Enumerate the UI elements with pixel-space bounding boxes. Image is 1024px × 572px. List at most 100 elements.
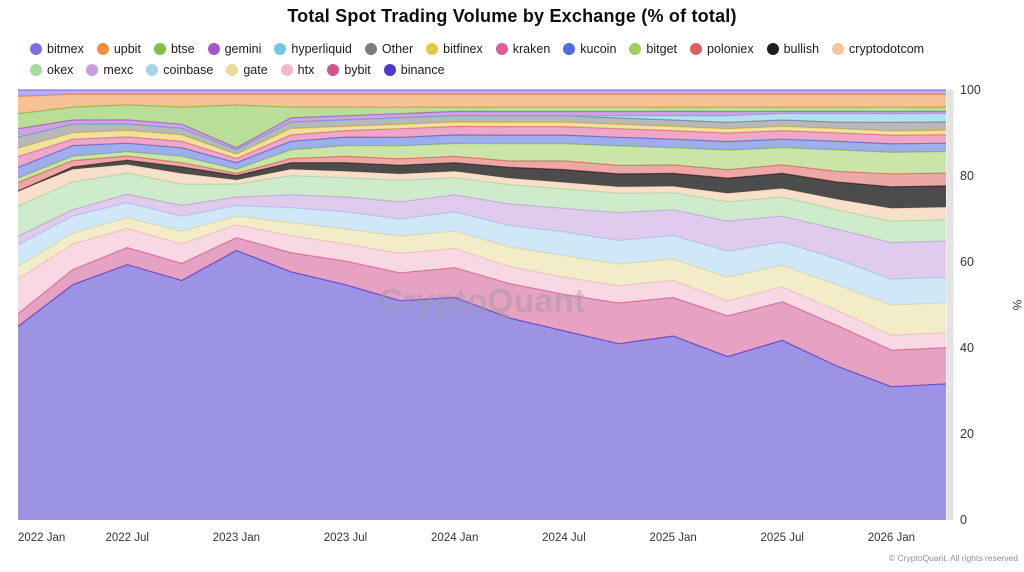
area-series-coinbase xyxy=(18,202,946,305)
x-tick-label: 2022 Jul xyxy=(105,532,148,544)
y-tick-label: 40 xyxy=(960,341,974,355)
right-axis-strip xyxy=(946,90,954,520)
legend-label: btse xyxy=(170,41,195,56)
legend-label: htx xyxy=(297,62,315,77)
legend-label: cryptodotcom xyxy=(849,41,925,56)
y-tick-label: 100 xyxy=(960,83,981,97)
area-series-bitmex xyxy=(18,90,946,97)
x-tick-label: 2023 Jul xyxy=(324,532,367,544)
legend-item-htx[interactable]: htx xyxy=(280,62,315,77)
legend-dot-bitfinex xyxy=(426,42,439,55)
legend-label: bullish xyxy=(783,41,820,56)
area-series-cryptodotcom xyxy=(18,164,946,222)
area-edge-gate xyxy=(17,215,947,306)
legend-dot-bitget xyxy=(629,42,642,55)
legend-label: kucoin xyxy=(580,41,617,56)
area-series-bitfinex xyxy=(18,122,946,159)
x-tick-label: 2025 Jul xyxy=(760,532,803,544)
x-tick-label: 2022 Jan xyxy=(18,532,65,544)
legend-label: gate xyxy=(243,62,268,77)
legend-item-hyperliquid[interactable]: hyperliquid xyxy=(274,41,352,56)
legend-item-bullish[interactable]: bullish xyxy=(766,41,820,56)
legend-dot-binance xyxy=(383,63,396,76)
legend-dot-kucoin xyxy=(563,42,576,55)
area-edge-bullish xyxy=(17,159,947,192)
y-tick-label: 0 xyxy=(960,513,967,527)
legend-label: Other xyxy=(381,41,414,56)
legend-label: kraken xyxy=(512,41,551,56)
legend-dot-htx xyxy=(280,63,293,76)
area-series-okex xyxy=(18,173,946,243)
x-tick-label: 2025 Jan xyxy=(649,532,696,544)
legend-item-kraken[interactable]: kraken xyxy=(495,41,551,56)
x-tick-label: 2023 Jan xyxy=(213,532,260,544)
legend-dot-mexc xyxy=(86,63,99,76)
legend-label: bybit xyxy=(344,62,371,77)
area-series-mexc xyxy=(18,194,946,280)
legend-dot-bybit xyxy=(327,63,340,76)
legend-label: bitget xyxy=(646,41,678,56)
legend-dot-poloniex xyxy=(690,42,703,55)
y-tick-label: 20 xyxy=(960,427,974,441)
legend-item-kucoin[interactable]: kucoin xyxy=(563,42,616,56)
area-series-poloniex xyxy=(18,156,946,192)
x-tick-label: 2024 Jan xyxy=(431,532,478,544)
legend-dot-kraken xyxy=(495,42,508,55)
legend-dot-bullish xyxy=(766,42,779,55)
y-tick-label: 80 xyxy=(960,169,974,183)
area-series-upbit xyxy=(18,94,946,114)
area-series-bybit xyxy=(18,237,946,387)
legend-dot-gate xyxy=(226,63,239,76)
legend-dot-bitmex xyxy=(30,42,42,55)
legend-item-cryptodotcom[interactable]: cryptodotcom xyxy=(832,42,924,56)
area-series-bullish xyxy=(18,160,946,209)
legend-label: binance xyxy=(400,62,445,77)
area-series-btse xyxy=(18,104,946,148)
legend: bitmex upbit btse gemini hyperliquid Other bit… xyxy=(30,38,1016,80)
legend-row: okex mexc coinbase gate htx bybit binance xyxy=(30,59,1016,80)
legend-label: okex xyxy=(47,62,74,77)
legend-item-bybit[interactable]: bybit xyxy=(327,62,371,77)
area-series-kraken xyxy=(18,126,946,168)
legend-item-Other[interactable]: Other xyxy=(364,41,414,56)
footer-copyright: © CryptoQuant. All rights reserved xyxy=(888,553,1018,563)
area-series-bitget xyxy=(18,143,946,183)
legend-label: hyperliquid xyxy=(291,41,352,56)
legend-label: coinbase xyxy=(163,62,214,77)
area-edge-binance xyxy=(17,249,947,388)
legend-label: upbit xyxy=(113,41,141,56)
legend-dot-Other xyxy=(364,42,377,55)
area-series-hyperliquid xyxy=(18,113,946,150)
legend-label: gemini xyxy=(224,41,262,56)
legend-item-okex[interactable]: okex xyxy=(30,63,73,77)
legend-item-binance[interactable]: binance xyxy=(383,62,445,77)
legend-item-mexc[interactable]: mexc xyxy=(86,63,133,77)
legend-row: bitmex upbit btse gemini hyperliquid Other bit… xyxy=(30,38,1016,59)
legend-dot-cryptodotcom xyxy=(832,42,845,55)
legend-dot-gemini xyxy=(207,42,220,55)
legend-item-bitget[interactable]: bitget xyxy=(629,42,677,56)
area-series-kucoin xyxy=(18,134,946,179)
legend-item-gemini[interactable]: gemini xyxy=(207,41,262,56)
x-tick-label: 2024 Jul xyxy=(542,532,585,544)
x-tick-label: 2026 Jan xyxy=(868,532,915,544)
y-tick-label: 60 xyxy=(960,255,974,269)
legend-item-coinbase[interactable]: coinbase xyxy=(146,63,213,77)
legend-label: bitfinex xyxy=(443,41,483,56)
y-axis-unit-label: % xyxy=(1010,300,1024,311)
legend-dot-btse xyxy=(153,42,166,55)
legend-item-btse[interactable]: btse xyxy=(153,41,195,56)
area-series-gate xyxy=(18,216,946,336)
legend-item-bitmex[interactable]: bitmex xyxy=(30,42,84,56)
area-series-binance xyxy=(18,250,946,520)
legend-label: poloniex xyxy=(707,41,754,56)
legend-item-upbit[interactable]: upbit xyxy=(96,41,141,56)
legend-item-bitfinex[interactable]: bitfinex xyxy=(426,42,483,56)
area-series-Other xyxy=(18,115,946,155)
page-title: Total Spot Trading Volume by Exchange (%… xyxy=(287,6,737,26)
legend-item-poloniex[interactable]: poloniex xyxy=(690,42,754,56)
legend-item-gate[interactable]: gate xyxy=(226,62,268,77)
legend-dot-hyperliquid xyxy=(274,42,287,55)
